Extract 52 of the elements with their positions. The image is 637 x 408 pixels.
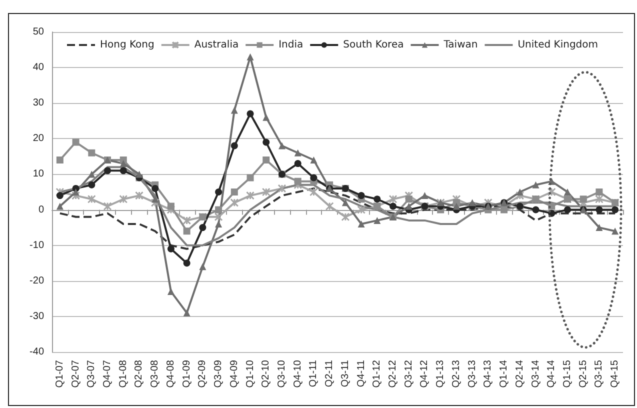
x-tick-label: Q2-13	[450, 360, 462, 388]
x-tick-label: Q1-15	[562, 360, 573, 388]
x-tick-label: Q3-11	[340, 360, 351, 388]
y-tick-label: 10	[32, 168, 44, 180]
x-tick-label: Q4-11	[356, 360, 367, 388]
legend-label: United Kingdom	[518, 40, 598, 50]
x-tick-label: Q2-11	[324, 360, 336, 388]
legend-label: India	[278, 40, 304, 50]
x-tick-label: Q4-13	[482, 360, 494, 388]
x-tick-label: Q1-12	[372, 360, 383, 388]
x-tick-label: Q4-15	[610, 360, 621, 388]
x-tick-label: Q3-15	[594, 360, 605, 388]
y-tick-label: -20	[30, 275, 44, 286]
x-tick-label: Q4-07	[102, 360, 114, 388]
y-tick-label: 30	[32, 98, 44, 109]
legend-label: Hong Kong	[100, 40, 154, 50]
x-tick-label: Q2-10	[260, 360, 272, 388]
y-tick-label: 20	[32, 133, 44, 144]
x-tick-label: Q3-13	[466, 360, 478, 388]
legend-label: South Korea	[343, 40, 404, 50]
x-tick-label: Q2-14	[514, 360, 526, 388]
x-tick-label: Q2-08	[134, 360, 145, 388]
x-tick-label: Q4-14	[546, 360, 558, 388]
x-tick-label: Q2-12	[388, 360, 399, 388]
x-tick-label: Q2-15	[578, 360, 589, 388]
x-tick-label: Q3-14	[530, 360, 542, 388]
x-tick-label: Q4-09	[228, 360, 240, 388]
x-tick-label: Q3-12	[403, 360, 414, 388]
x-tick-label: Q1-10	[244, 360, 256, 388]
x-tick-label: Q1-14	[498, 360, 510, 388]
legend-label: Australia	[194, 40, 239, 50]
x-tick-label: Q1-11	[308, 360, 320, 388]
x-tick-label: Q1-13	[435, 360, 446, 388]
x-tick-label: Q3-09	[213, 360, 224, 388]
y-tick-label: -40	[30, 346, 44, 358]
x-tick-label: Q4-10	[292, 360, 304, 388]
x-tick-label: Q1-08	[118, 360, 129, 388]
y-tick-label: -30	[30, 310, 44, 322]
x-tick-label: Q1-07	[54, 360, 66, 388]
x-tick-label: Q3-08	[150, 360, 161, 388]
x-tick-label: Q2-09	[197, 360, 208, 388]
y-tick-label: 40	[32, 62, 44, 74]
legend-label: Taiwan	[442, 40, 478, 50]
y-tick-label: 50	[32, 26, 44, 38]
x-tick-label: Q4-12	[419, 360, 430, 388]
y-tick-label: 0	[38, 204, 44, 216]
x-tick-label: Q3-10	[276, 360, 288, 388]
x-tick-label: Q1-09	[181, 360, 192, 388]
x-tick-label: Q2-07	[70, 360, 82, 388]
x-tick-label: Q4-08	[165, 360, 176, 388]
y-tick-label: -10	[30, 240, 44, 251]
x-tick-label: Q3-07	[86, 360, 98, 388]
